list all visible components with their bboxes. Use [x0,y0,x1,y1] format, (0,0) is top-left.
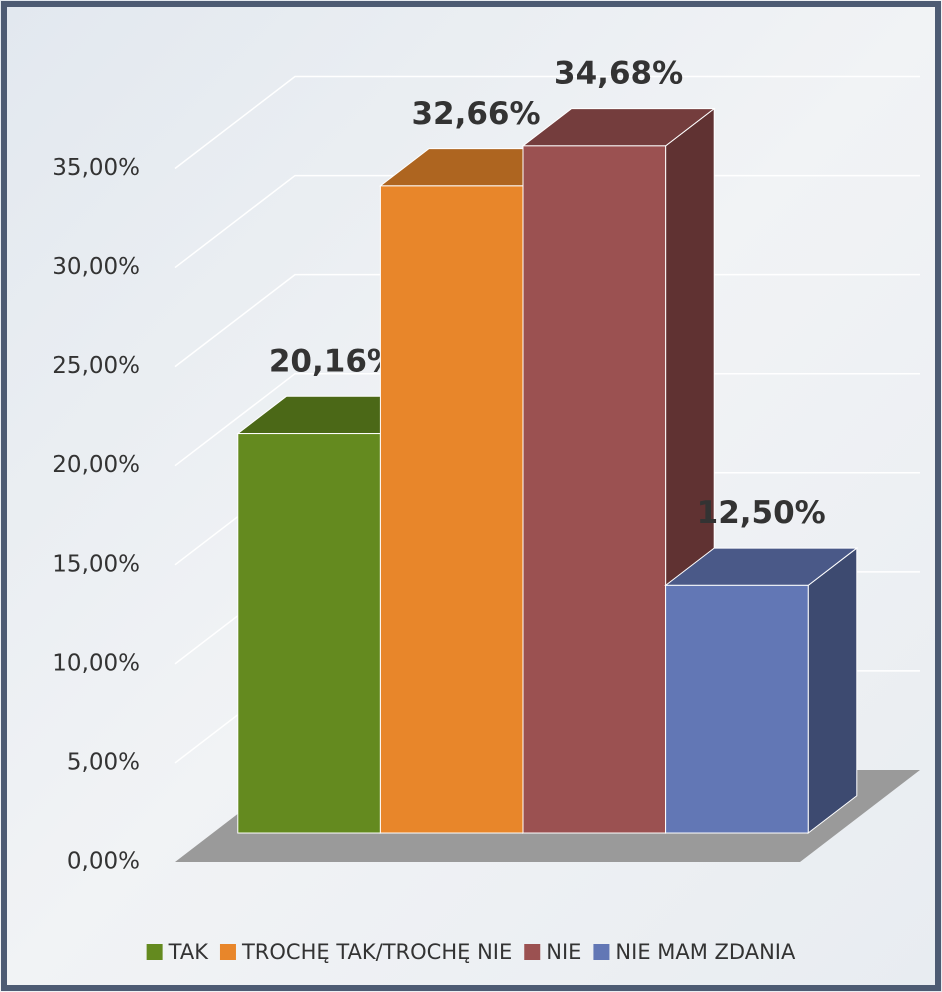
bar-front [665,584,809,834]
bar-front [237,433,381,834]
value-label: 20,16% [269,343,398,379]
legend-swatch [146,944,163,960]
legend-label: NIE [546,940,581,964]
bar-front [522,145,667,834]
legend-label: NIE MAM ZDANIA [615,940,796,964]
bar-front [379,185,524,834]
y-tick-label: 20,00% [52,452,140,478]
legend: TAK TROCHĘ TAK/TROCHĘ NIE NIE NIE MAM ZDANI… [146,940,796,964]
bar [664,547,859,835]
y-tick-label: 35,00% [52,155,140,181]
grid-line [174,75,920,170]
value-label: 34,68% [554,56,683,92]
legend-label: TROCHĘ TAK/TROCHĘ NIE [241,940,512,964]
bar-side [807,547,858,835]
plot: 0,00% 5,00% 10,00% 15,00% 20,00% 25,00% 30,00%… [52,56,920,964]
y-tick-label: 25,00% [52,353,140,379]
legend-swatch [593,944,610,960]
y-tick-label: 10,00% [52,650,140,676]
legend-swatch [219,944,236,960]
legend-swatch [524,944,541,960]
y-tick-label: 15,00% [52,551,140,577]
value-label: 32,66% [411,96,540,132]
y-tick-label: 5,00% [67,749,140,775]
y-tick-label: 0,00% [67,849,140,875]
value-label: 12,50% [697,495,826,531]
y-tick-label: 30,00% [52,254,140,280]
legend-label: TAK [168,940,210,964]
